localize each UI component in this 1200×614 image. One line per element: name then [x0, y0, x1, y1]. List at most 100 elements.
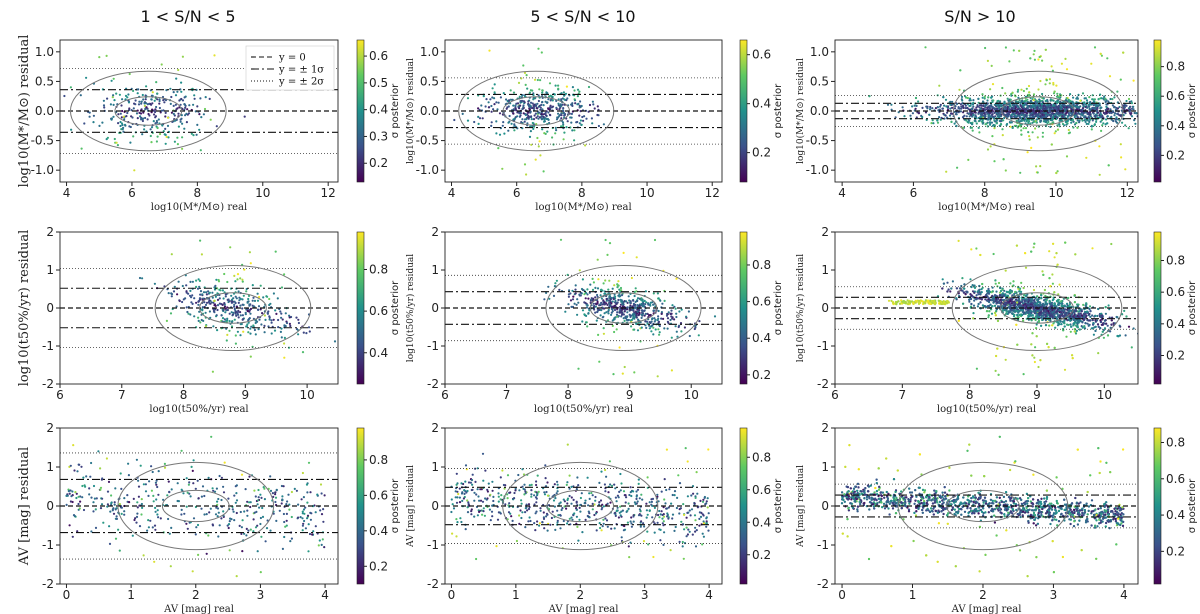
data-point [572, 295, 575, 298]
colorbar [739, 231, 748, 385]
data-point [268, 297, 271, 301]
data-point [608, 242, 612, 245]
data-point [573, 302, 576, 305]
data-point [233, 318, 236, 321]
data-point [574, 292, 577, 295]
data-point [1052, 104, 1055, 107]
data-point [562, 107, 565, 110]
data-point [612, 373, 615, 376]
data-point [612, 297, 615, 301]
y-tick-label: -0.5 [31, 134, 54, 148]
data-point [570, 112, 574, 115]
data-point [1093, 98, 1096, 101]
data-point [576, 313, 579, 316]
data-point [939, 103, 942, 106]
data-point [1049, 104, 1052, 107]
data-point [675, 312, 678, 315]
data-point [991, 115, 995, 118]
data-point [1032, 111, 1036, 115]
colorbar-tick-label: 0.4 [752, 97, 771, 111]
y-axis-label: log10(t50%/yr) residual [405, 254, 416, 362]
data-point [656, 319, 659, 322]
data-point [658, 333, 661, 336]
data-point [205, 301, 209, 304]
data-point [183, 108, 186, 111]
data-point [124, 124, 127, 127]
data-point [166, 124, 170, 127]
data-point [527, 115, 530, 118]
data-point [1054, 115, 1057, 118]
data-point [191, 302, 194, 305]
data-point [558, 108, 561, 111]
data-point [197, 316, 200, 319]
data-point [650, 330, 653, 333]
data-point [630, 276, 634, 280]
data-point [63, 94, 66, 98]
data-point [1093, 123, 1096, 126]
data-point [636, 329, 640, 332]
data-point [596, 293, 599, 297]
data-point [1151, 71, 1153, 73]
data-point [1020, 113, 1023, 117]
data-point [564, 310, 567, 313]
data-point [257, 328, 260, 331]
data-point [560, 98, 563, 101]
data-point [973, 116, 976, 119]
data-point [986, 148, 990, 151]
data-point [1129, 105, 1132, 108]
data-point [602, 299, 605, 302]
data-point [610, 302, 613, 305]
data-point [555, 118, 559, 121]
data-point [170, 95, 173, 99]
data-point [1053, 132, 1056, 135]
data-point [638, 304, 641, 307]
data-point [1050, 114, 1053, 117]
data-point [1058, 94, 1061, 98]
data-point [968, 97, 972, 100]
data-point [85, 76, 88, 79]
data-point [1045, 104, 1048, 107]
data-point [266, 311, 269, 314]
data-point [1111, 98, 1114, 101]
data-point [571, 104, 574, 107]
data-point [675, 315, 678, 319]
data-point [1032, 115, 1035, 118]
data-point [204, 96, 207, 99]
data-point [663, 327, 666, 330]
data-point [232, 297, 235, 300]
data-point [1075, 121, 1078, 125]
data-point [1141, 112, 1143, 114]
data-point [617, 298, 620, 302]
data-point [170, 295, 173, 298]
data-point [563, 113, 567, 116]
data-point [70, 128, 73, 131]
data-point [563, 98, 566, 101]
data-point [1036, 171, 1039, 174]
data-point [1019, 101, 1022, 104]
y-tick-label: -0.5 [806, 134, 829, 148]
data-point [525, 118, 528, 121]
data-point [1004, 46, 1008, 49]
data-point [1085, 99, 1089, 102]
data-point [1168, 331, 1170, 333]
data-point [1098, 114, 1101, 117]
data-point [1124, 168, 1127, 171]
data-point [1017, 88, 1020, 91]
data-point [239, 311, 242, 314]
data-point [588, 309, 591, 312]
data-point [276, 297, 279, 300]
data-point [477, 122, 480, 125]
data-point [127, 101, 131, 104]
data-point [115, 141, 118, 144]
data-point [991, 83, 995, 86]
data-point [591, 100, 595, 103]
data-point [565, 126, 568, 129]
colorbar-tick-label: 0.2 [752, 146, 771, 160]
data-point [601, 316, 604, 319]
data-point [141, 277, 144, 280]
data-point [1023, 103, 1026, 106]
data-point [1024, 114, 1027, 117]
data-point [945, 170, 948, 173]
data-point [606, 253, 609, 256]
